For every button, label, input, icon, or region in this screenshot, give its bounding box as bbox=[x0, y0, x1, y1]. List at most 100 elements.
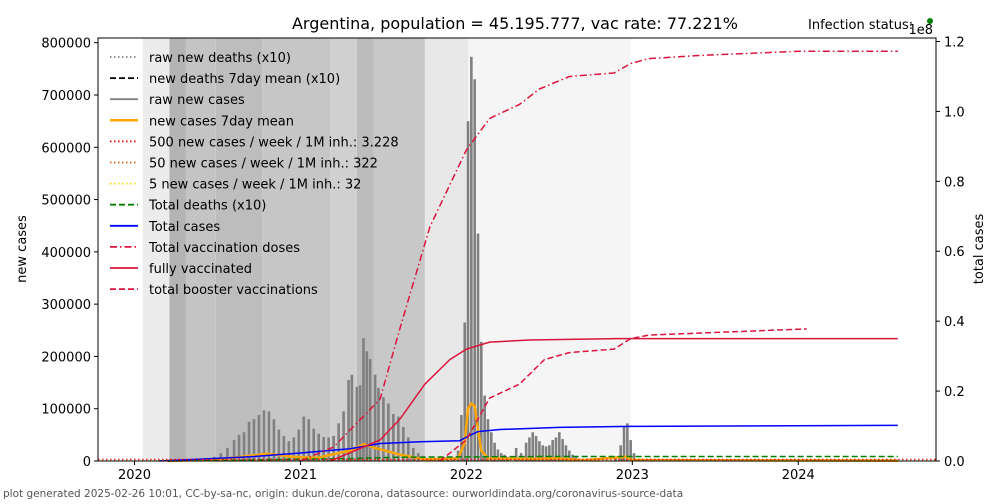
new-cases-bar bbox=[226, 447, 229, 461]
new-cases-bar bbox=[350, 374, 354, 461]
chart-title: Argentina, population = 45.195.777, vac … bbox=[292, 14, 738, 33]
new-cases-bar bbox=[302, 416, 306, 461]
new-cases-bar bbox=[402, 427, 405, 461]
legend-label: Total deaths (x10) bbox=[148, 199, 266, 214]
new-cases-bar bbox=[548, 445, 551, 461]
new-cases-bar bbox=[619, 445, 623, 461]
status-band bbox=[262, 38, 331, 461]
x-tick-label: 2021 bbox=[284, 468, 317, 483]
x-tick-label: 2024 bbox=[782, 468, 815, 483]
series-line-new-cases-7day-mean bbox=[167, 402, 898, 463]
new-cases-bar bbox=[528, 437, 531, 461]
infection-status-dot bbox=[927, 18, 933, 24]
new-cases-bar bbox=[362, 338, 365, 461]
y-tick-label: 300000 bbox=[41, 298, 91, 313]
new-cases-bar bbox=[377, 387, 380, 461]
status-band bbox=[356, 38, 374, 461]
x-tick-label: 2020 bbox=[118, 468, 151, 483]
new-cases-bar bbox=[282, 435, 286, 461]
new-cases-bar bbox=[558, 432, 561, 461]
new-cases-bar bbox=[392, 413, 395, 461]
new-cases-bar bbox=[534, 435, 538, 461]
new-cases-bar bbox=[342, 411, 345, 461]
legend-label: 5 new cases / week / 1M inh.: 32 bbox=[149, 178, 361, 193]
series-line-fully-vaccinated bbox=[330, 337, 898, 462]
series-lines bbox=[98, 50, 936, 463]
new-cases-bar bbox=[373, 374, 377, 461]
new-cases-bar bbox=[382, 397, 385, 461]
new-cases-bar bbox=[292, 437, 296, 461]
infection-status-bands bbox=[142, 38, 631, 461]
new-cases-bar bbox=[564, 445, 568, 461]
new-cases-bar bbox=[411, 447, 415, 461]
plot-frame bbox=[97, 37, 937, 462]
new-cases-bar bbox=[551, 440, 554, 461]
y-tick-label: 200000 bbox=[41, 350, 91, 365]
new-cases-bar bbox=[242, 432, 246, 461]
new-cases-bar bbox=[493, 442, 496, 461]
new-cases-bar bbox=[322, 436, 325, 461]
status-band bbox=[424, 38, 469, 461]
y-axis-label: new cases bbox=[15, 215, 30, 283]
new-cases-bar bbox=[262, 410, 266, 461]
new-cases-bar bbox=[358, 385, 362, 461]
new-cases-bar bbox=[496, 449, 500, 461]
new-cases-bar bbox=[297, 429, 301, 461]
status-band bbox=[468, 38, 631, 461]
new-cases-bar bbox=[483, 395, 486, 461]
y2-tick-label: 0.6 bbox=[944, 245, 965, 260]
new-cases-bar bbox=[554, 437, 558, 461]
new-cases-bar bbox=[460, 414, 463, 461]
y-tick-label: 400000 bbox=[41, 246, 91, 261]
status-band bbox=[142, 38, 170, 461]
new-cases-bar bbox=[489, 432, 493, 461]
y-tick-label: 700000 bbox=[41, 89, 91, 104]
new-cases-bar bbox=[332, 435, 335, 461]
new-cases-bar bbox=[277, 429, 281, 461]
legend: raw new deaths (x10) new deaths 7day mean… bbox=[110, 51, 399, 298]
y2-tick-label: 1.0 bbox=[944, 105, 965, 120]
x-tick-label: 2023 bbox=[616, 468, 649, 483]
new-cases-bar bbox=[267, 411, 271, 461]
y2-tick-label: 0.4 bbox=[944, 315, 965, 330]
legend-label: total booster vaccinations bbox=[149, 283, 318, 298]
new-cases-bar bbox=[446, 459, 450, 461]
new-cases-bar bbox=[524, 442, 528, 461]
new-cases-bar bbox=[571, 454, 574, 461]
new-cases-bar bbox=[486, 419, 490, 461]
new-cases-bar bbox=[544, 446, 548, 461]
new-cases-bar bbox=[232, 440, 236, 461]
new-cases-bar bbox=[514, 447, 518, 461]
new-cases-bar bbox=[312, 428, 316, 461]
new-cases-bar bbox=[531, 432, 535, 461]
new-cases-bar bbox=[257, 414, 261, 461]
status-band bbox=[185, 38, 216, 461]
new-cases-bar bbox=[397, 416, 400, 461]
new-cases-bar bbox=[317, 433, 321, 461]
new-cases-bar bbox=[614, 456, 618, 461]
y2-tick-label: 0.2 bbox=[944, 385, 965, 400]
legend-label: new cases 7day mean bbox=[149, 114, 294, 129]
y-axis-left: 0 100000 200000 300000 400000 500000 600000 700… bbox=[41, 37, 98, 470]
y2-tick-label: 0.8 bbox=[944, 175, 965, 190]
new-cases-bar bbox=[470, 56, 473, 461]
y-tick-label: 100000 bbox=[41, 403, 91, 418]
new-cases-bar bbox=[632, 453, 636, 461]
new-cases-bar bbox=[622, 427, 626, 461]
y2-multiplier: 1e8 bbox=[908, 23, 933, 38]
new-cases-bar bbox=[463, 322, 467, 461]
new-cases-bar bbox=[252, 419, 256, 461]
legend-label: Total cases bbox=[148, 220, 220, 235]
legend-label: 500 new cases / week / 1M inh.: 3.228 bbox=[149, 135, 399, 150]
legend-label: 50 new cases / week / 1M inh.: 322 bbox=[149, 157, 378, 172]
status-band bbox=[169, 38, 186, 461]
new-cases-bar bbox=[365, 351, 369, 461]
y-tick-label: 0 bbox=[83, 455, 91, 470]
series-line-total-vaccination-doses bbox=[300, 50, 898, 462]
new-cases-bar bbox=[626, 423, 629, 461]
new-cases-bar bbox=[538, 441, 541, 461]
series-line-total-booster-vaccinations bbox=[439, 328, 807, 462]
new-cases-bar bbox=[237, 434, 241, 461]
y-tick-label: 800000 bbox=[41, 37, 91, 52]
